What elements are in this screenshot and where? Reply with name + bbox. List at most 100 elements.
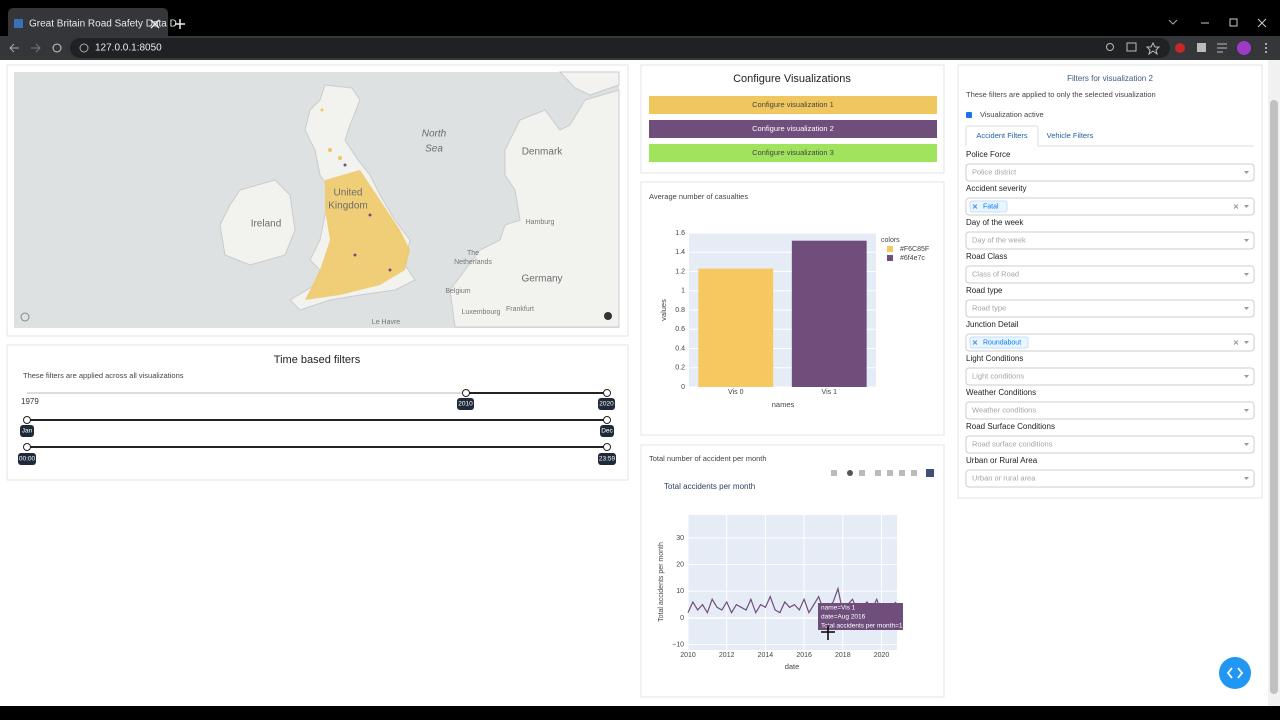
y-tick-label: 0 [680, 615, 684, 622]
slider-handle[interactable] [603, 416, 611, 424]
dropdown[interactable] [965, 299, 1255, 318]
legend-swatch[interactable] [887, 255, 893, 261]
new-tab[interactable] [175, 19, 185, 29]
modebar-button[interactable] [847, 470, 853, 476]
y-tick-label: 1.6 [675, 230, 685, 237]
field-label: Road Class [966, 252, 1007, 261]
share-icon[interactable] [1126, 42, 1137, 52]
reading-list[interactable] [1217, 43, 1227, 53]
zoom-icon[interactable] [1106, 43, 1114, 51]
back[interactable] [9, 43, 19, 53]
chip[interactable] [969, 200, 1008, 213]
dropdown[interactable] [965, 231, 1255, 250]
tooltip-line: date=Aug 2016 [821, 614, 866, 621]
slider-handle[interactable] [23, 443, 31, 451]
dropdown[interactable] [965, 367, 1255, 386]
modebar-button[interactable] [887, 470, 893, 476]
slider-handle[interactable] [603, 389, 611, 397]
dropdown-arrow [1244, 239, 1249, 242]
map-label: Netherlands [454, 259, 492, 266]
dropdown[interactable] [965, 401, 1255, 420]
placeholder: Road surface conditions [972, 439, 1053, 448]
tab-search[interactable] [1168, 19, 1178, 25]
slider-handle[interactable] [603, 443, 611, 451]
chip-remove[interactable] [972, 340, 978, 345]
clear[interactable] [1233, 340, 1239, 345]
devtools-button[interactable] [1219, 657, 1251, 689]
legend-swatch[interactable] [887, 246, 893, 252]
placeholder: Road type [972, 303, 1006, 312]
accident-dot [343, 163, 347, 167]
tab-label: Accident Filters [976, 131, 1028, 140]
menu [1265, 51, 1267, 53]
x-axis-label: date [785, 662, 800, 671]
x-tick-label: Vis 1 [822, 389, 838, 396]
menu [1265, 47, 1267, 49]
tab-active[interactable] [965, 125, 1039, 146]
modebar-button[interactable] [911, 470, 917, 476]
clear[interactable] [1233, 204, 1239, 209]
time-filters-card [6, 344, 629, 481]
map-info[interactable] [604, 312, 612, 320]
menu[interactable] [1265, 43, 1267, 45]
legend-title: colors [881, 237, 900, 244]
x-tick-label: 2014 [758, 652, 774, 659]
modebar-button[interactable] [899, 470, 905, 476]
y-tick-label: 30 [676, 535, 684, 542]
dropdown[interactable] [965, 163, 1255, 182]
maximize[interactable] [1229, 18, 1238, 27]
slider-handle[interactable] [23, 416, 31, 424]
configure-button[interactable] [649, 120, 937, 138]
dropdown[interactable] [965, 469, 1255, 488]
tab-close[interactable] [150, 19, 160, 29]
profile[interactable] [1237, 41, 1251, 55]
tab-label[interactable]: Vehicle Filters [1047, 131, 1094, 140]
extensions[interactable] [1197, 43, 1206, 52]
reload[interactable] [52, 43, 62, 53]
tab[interactable] [8, 8, 168, 36]
bar[interactable] [698, 268, 774, 387]
dropdown[interactable] [965, 197, 1255, 216]
land [558, 71, 620, 96]
slider-badge [20, 425, 34, 437]
configure-button[interactable] [649, 96, 937, 114]
bookmark[interactable] [1145, 41, 1161, 56]
map-label: Denmark [522, 147, 564, 158]
slider-badge [598, 453, 616, 465]
legend-label: #F6C85F [900, 246, 929, 253]
x-tick-label: 2012 [719, 652, 735, 659]
modebar-button[interactable] [875, 470, 881, 476]
chip-remove[interactable] [972, 204, 978, 209]
url: 127.0.0.1:8050 [95, 43, 162, 54]
close-window[interactable] [1257, 18, 1267, 28]
configure-button[interactable] [649, 144, 937, 162]
map-label: Hamburg [526, 219, 555, 226]
dropdown[interactable] [965, 333, 1255, 352]
modebar-button[interactable] [859, 470, 865, 476]
bar[interactable] [791, 240, 867, 387]
chip[interactable] [969, 336, 1029, 349]
dropdown[interactable] [965, 265, 1255, 284]
devtools-icon [1226, 667, 1244, 679]
slider-badge [457, 398, 474, 410]
accident-dot [328, 148, 332, 152]
dropdown[interactable] [965, 435, 1255, 454]
panel-title: Total number of accident per month [649, 454, 767, 463]
y-tick-label: 0.8 [675, 307, 685, 314]
field-label: Urban or Rural Area [966, 456, 1038, 465]
omnibox[interactable] [70, 38, 1170, 58]
info-icon[interactable] [79, 43, 89, 53]
slider-handle[interactable] [462, 389, 470, 397]
field-label: Police Force [966, 150, 1011, 159]
forward[interactable] [31, 43, 41, 53]
modebar-button[interactable] [831, 470, 837, 476]
modebar-button[interactable] [926, 469, 934, 477]
card-title: Time based filters [274, 354, 361, 366]
scroll-thumb[interactable] [1270, 100, 1278, 694]
y-tick-label: 1.2 [675, 268, 685, 275]
x-tick-label: 2020 [874, 652, 890, 659]
extension[interactable] [1175, 43, 1185, 53]
mapbox-logo[interactable] [20, 312, 30, 322]
checkbox[interactable] [966, 112, 972, 118]
dropdown-arrow [1244, 307, 1249, 310]
